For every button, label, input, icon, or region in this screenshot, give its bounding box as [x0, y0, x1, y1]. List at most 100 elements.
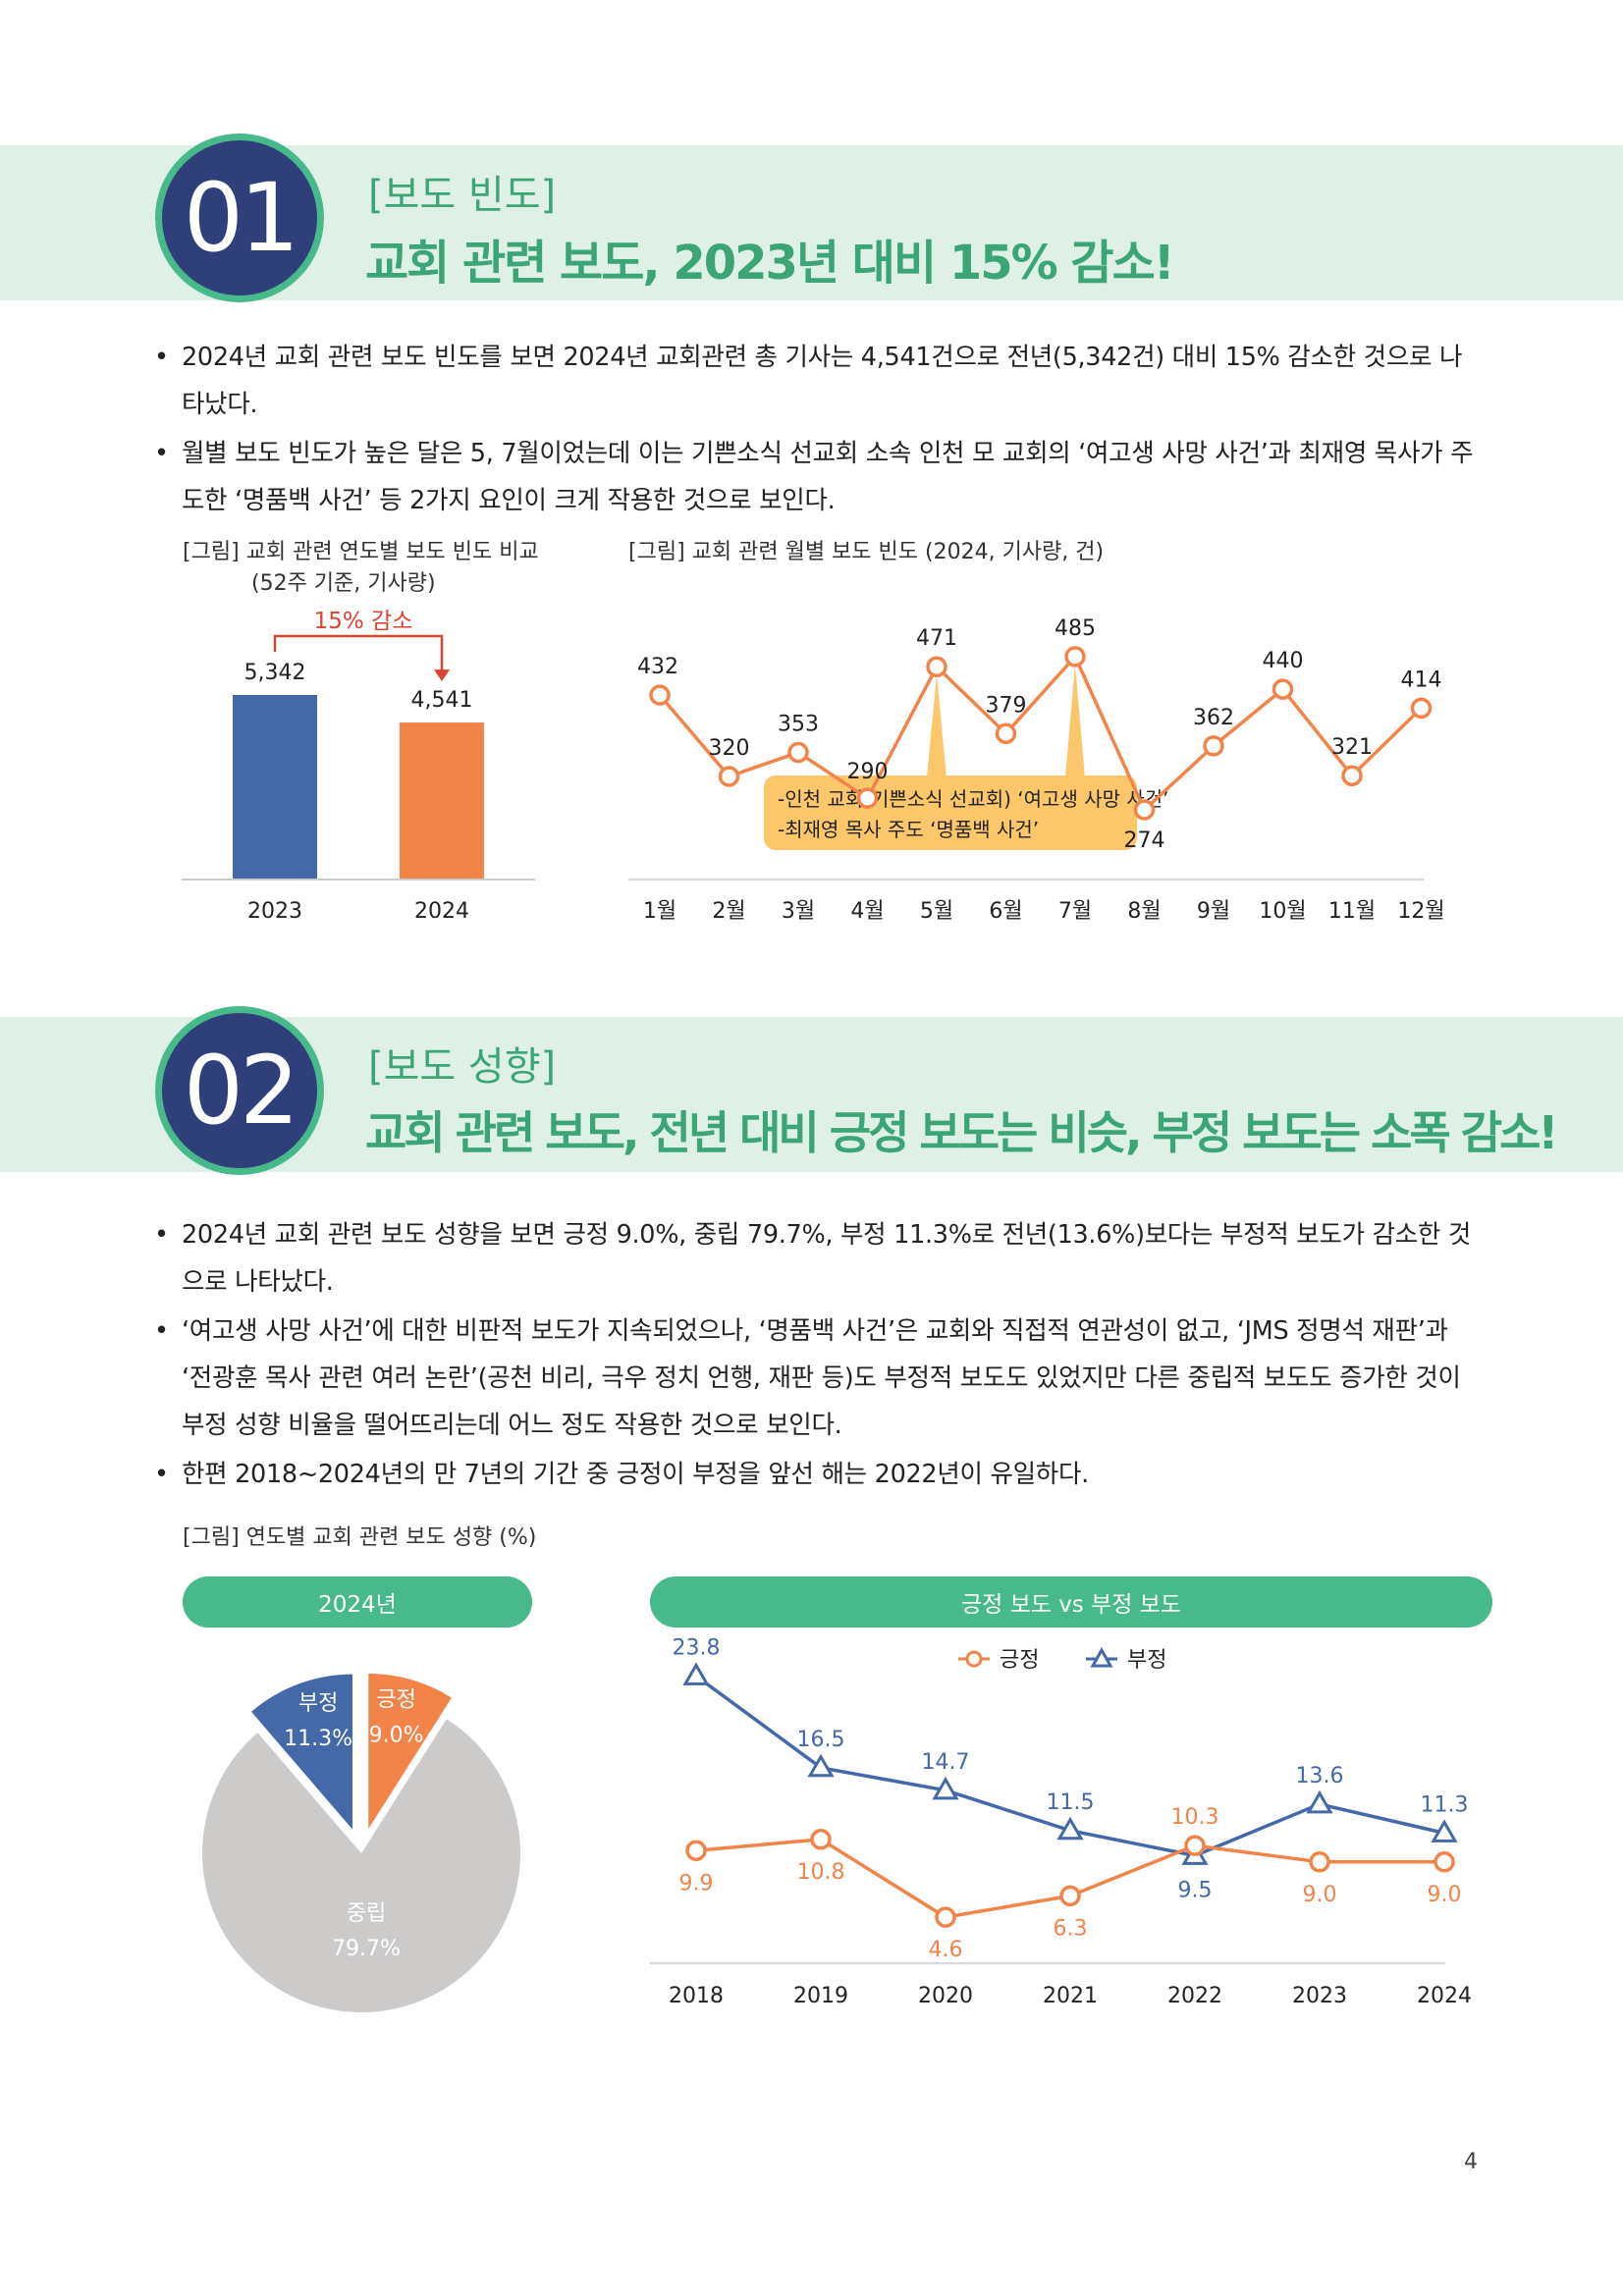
x-tick-label: 9월 — [1197, 899, 1230, 924]
section2-title: 교회 관련 보도, 전년 대비 긍정 보도는 비슷, 부정 보도는 소폭 감소! — [365, 1106, 1558, 1159]
positive-data-point — [1309, 1851, 1330, 1873]
data-point — [718, 766, 740, 787]
yearly-bar-chart: 5,342 2023 4,541 2024 15% 감소 — [182, 609, 535, 924]
section1-number: 01 — [183, 163, 299, 273]
pie-slice-name: 부정 — [298, 1691, 338, 1716]
data-label: 471 — [916, 626, 957, 651]
negative-data-label: 9.5 — [1178, 1878, 1213, 1902]
positive-data-point — [1184, 1835, 1206, 1856]
data-label: 485 — [1055, 616, 1096, 641]
x-tick-label: 12월 — [1397, 899, 1444, 924]
data-label: 353 — [778, 713, 819, 737]
x-tick-label: 10월 — [1259, 899, 1306, 924]
x-tick-label: 4월 — [850, 899, 884, 924]
bar-value-label: 4,541 — [411, 688, 473, 713]
bullet-item: 월별 보도 빈도가 높은 달은 5, 7월이었는데 이는 기쁜소식 선교회 소속… — [152, 430, 1478, 524]
section2-number-badge: 02 — [155, 1006, 324, 1175]
pie-title: 2024년 — [318, 1592, 397, 1618]
data-point — [1341, 765, 1363, 786]
pie-slice-긍정 — [368, 1674, 452, 1830]
tone-pie-chart: 긍정 9.0% 중립 79.7% 부정 11.3% — [202, 1674, 521, 2012]
data-label: 379 — [986, 693, 1027, 718]
data-label: 362 — [1193, 706, 1234, 730]
callout-pointer-may — [927, 674, 947, 777]
data-label: 414 — [1401, 667, 1442, 692]
decrease-annotation: 15% 감소 — [314, 609, 413, 634]
positive-data-point — [685, 1840, 707, 1862]
negative-data-point — [1431, 1819, 1458, 1842]
decrease-arrow-head — [434, 669, 450, 682]
pie-slice-value: 79.7% — [332, 1937, 401, 1961]
data-point — [1064, 646, 1086, 667]
monthly-line-chart: -인천 교회(기쁜소식 선교회) ‘여고생 사망 사건’ -최재영 목사 주도 ‘… — [628, 616, 1445, 924]
section2-number: 02 — [183, 1036, 299, 1146]
fig3-caption: [그림] 연도별 교회 관련 보도 성향 (%) — [183, 1525, 537, 1550]
data-point — [1271, 678, 1294, 700]
callout-pointer-jul — [1065, 664, 1085, 777]
fig2-caption: [그림] 교회 관련 월별 보도 빈도 (2024, 기사량, 건) — [628, 540, 1105, 564]
positive-data-point — [1059, 1885, 1081, 1907]
legend-label: 부정 — [1127, 1648, 1166, 1673]
data-label: 432 — [637, 655, 678, 679]
legend-marker-negative — [1090, 1646, 1113, 1668]
pie-slice-중립 — [202, 1719, 521, 2012]
pie-title-pill: 2024년 — [183, 1576, 532, 1628]
x-tick-label: 2023 — [1292, 1984, 1347, 2008]
data-point — [926, 656, 947, 677]
positive-data-point — [810, 1829, 832, 1850]
negative-data-label: 16.5 — [797, 1728, 845, 1752]
negative-data-point — [682, 1662, 710, 1685]
positive-data-label: 10.3 — [1171, 1805, 1219, 1830]
negative-data-point — [1306, 1789, 1333, 1814]
x-tick-label: 2021 — [1043, 1984, 1098, 2008]
fig1-caption-line1: [그림] 교회 관련 연도별 보도 빈도 비교 — [183, 540, 539, 564]
positive-data-label: 4.6 — [929, 1938, 963, 1962]
legend-marker-positive — [965, 1650, 983, 1668]
negative-data-label: 11.5 — [1047, 1790, 1095, 1815]
x-tick-label: 2024 — [414, 899, 469, 924]
trend-title: 긍정 보도 vs 부정 보도 — [960, 1592, 1182, 1618]
section2-category: [보도 성향] — [368, 1044, 557, 1090]
x-tick-label: 5월 — [920, 899, 953, 924]
monthly-series-line — [658, 653, 1423, 813]
x-tick-label: 7월 — [1058, 899, 1092, 924]
x-tick-label: 2023 — [247, 899, 302, 924]
positive-data-point — [935, 1906, 956, 1928]
x-tick-label: 1월 — [643, 899, 676, 924]
callout-box — [764, 775, 1137, 850]
positive-data-label: 9.0 — [1428, 1883, 1462, 1907]
data-label: 321 — [1331, 735, 1373, 760]
bar-value-label: 5,342 — [244, 661, 306, 685]
positive-data-label: 6.3 — [1054, 1916, 1088, 1941]
decrease-bracket — [273, 634, 444, 672]
legend-label: 긍정 — [1000, 1648, 1039, 1673]
x-tick-label: 2022 — [1167, 1984, 1222, 2008]
section1-bullets: 2024년 교회 관련 보도 빈도를 보면 2024년 교회관련 총 기사는 4… — [152, 334, 1478, 524]
bullet-item: ‘여고생 사망 사건’에 대한 비판적 보도가 지속되었으나, ‘명품백 사건’… — [152, 1308, 1478, 1449]
x-tick-label: 3월 — [782, 899, 815, 924]
data-point — [995, 722, 1017, 745]
bullet-item: 한편 2018~2024년의 만 7년의 기간 중 긍정이 부정을 앞선 해는 … — [152, 1451, 1478, 1498]
pie-slice-value: 11.3% — [284, 1727, 352, 1751]
negative-data-point — [807, 1753, 835, 1778]
data-label: 290 — [847, 760, 889, 784]
data-point — [1133, 799, 1156, 821]
section1-title: 교회 관련 보도, 2023년 대비 15% 감소! — [365, 236, 1175, 291]
x-tick-label: 6월 — [989, 899, 1022, 924]
bullet-item: 2024년 교회 관련 보도 성향을 보면 긍정 9.0%, 중립 79.7%,… — [152, 1211, 1478, 1306]
negative-data-label: 14.7 — [922, 1750, 970, 1775]
data-point — [649, 684, 671, 706]
positive-data-point — [1434, 1851, 1455, 1873]
positive-data-label: 9.9 — [679, 1871, 714, 1896]
pie-slice-name: 긍정 — [376, 1688, 415, 1713]
data-label: 440 — [1263, 649, 1304, 673]
negative-data-point — [1056, 1816, 1084, 1841]
x-tick-label: 11월 — [1328, 899, 1376, 924]
section1-category: [보도 빈도] — [368, 173, 557, 218]
x-tick-label: 2024 — [1417, 1984, 1472, 2008]
negative-data-label: 13.6 — [1296, 1764, 1344, 1789]
x-tick-label: 2020 — [918, 1984, 973, 2008]
callout-line: -인천 교회(기쁜소식 선교회) ‘여고생 사망 사건’ — [778, 787, 1169, 811]
data-point — [1203, 735, 1224, 757]
page-number: 4 — [1464, 2150, 1478, 2174]
